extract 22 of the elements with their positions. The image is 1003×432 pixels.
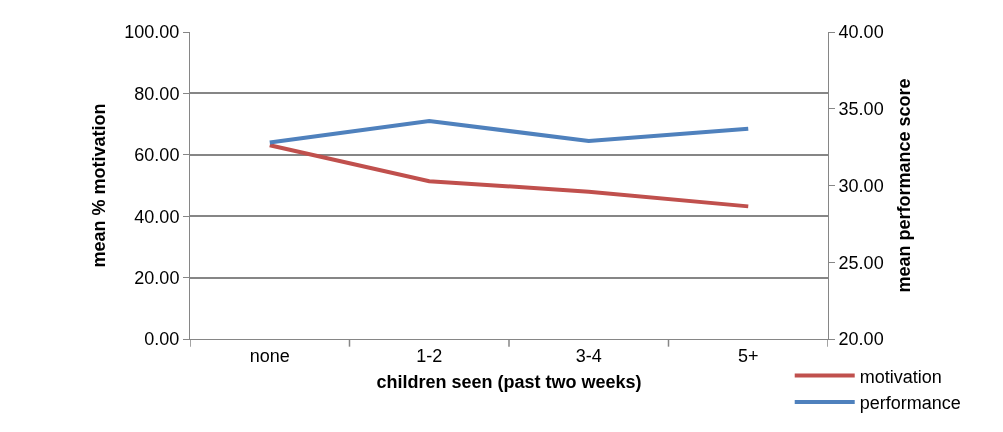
y2-tick-label: 40.00 — [838, 22, 884, 43]
y-tick-label: 60.00 — [134, 145, 180, 166]
y-axis-title: mean % motivation — [88, 103, 109, 268]
x-tick-label: 5+ — [737, 345, 759, 366]
line-series — [267, 143, 751, 209]
x-tick-label: 3-4 — [575, 345, 602, 366]
x-tick-label: 1-2 — [416, 345, 443, 366]
y2-tick-label: 20.00 — [838, 329, 884, 350]
y2-tick-label: 35.00 — [838, 99, 884, 120]
x-tick-label: none — [249, 345, 290, 366]
y-tick-label: 40.00 — [134, 206, 180, 227]
y-tick-label: 20.00 — [134, 267, 180, 288]
x-axis-title: children seen (past two weeks) — [376, 371, 642, 392]
y2-tick-label: 30.00 — [838, 175, 884, 196]
y2-tick-label: 25.00 — [838, 252, 884, 273]
y-tick-label: 80.00 — [134, 83, 180, 104]
legend-label: motivation — [859, 366, 942, 387]
y-tick-label: 100.00 — [124, 22, 180, 43]
line-series — [267, 119, 751, 145]
legend-label: performance — [859, 393, 961, 414]
y2-axis-title: mean performance score — [893, 78, 914, 293]
y-tick-label: 0.00 — [144, 329, 180, 350]
